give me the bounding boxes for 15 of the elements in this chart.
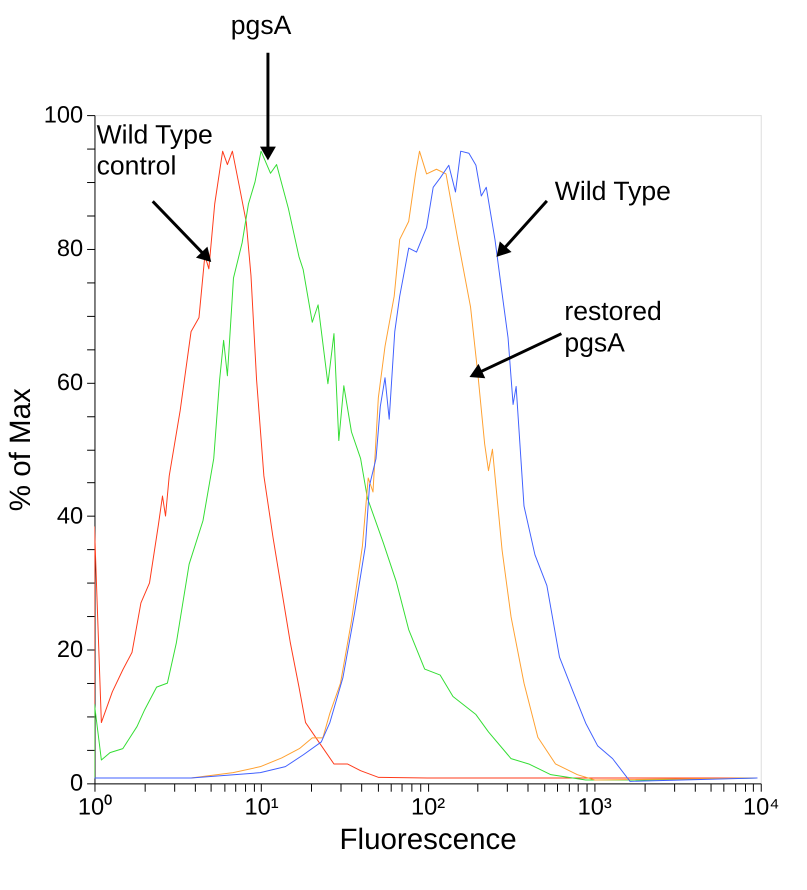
y-tick-label: 80 xyxy=(56,236,84,262)
annotation: restored pgsA xyxy=(564,296,662,358)
y-axis-title: % of Max xyxy=(4,388,37,512)
x-axis-title: Fluorescence xyxy=(340,822,517,856)
y-tick-label: 100 xyxy=(44,102,84,128)
annotation: Wild Type control xyxy=(96,119,213,181)
y-tick-label: 60 xyxy=(56,370,84,396)
y-tick-label: 40 xyxy=(56,503,84,530)
x-tick-label: 10³ xyxy=(578,794,612,820)
y-tick-label: 20 xyxy=(56,637,84,664)
annotation: pgsA xyxy=(230,10,292,40)
x-tick-label: 10² xyxy=(411,794,446,820)
annotation: Wild Type xyxy=(554,176,671,206)
x-tick-label: 10¹ xyxy=(244,794,279,820)
x-tick-label: 10⁴ xyxy=(743,794,780,820)
